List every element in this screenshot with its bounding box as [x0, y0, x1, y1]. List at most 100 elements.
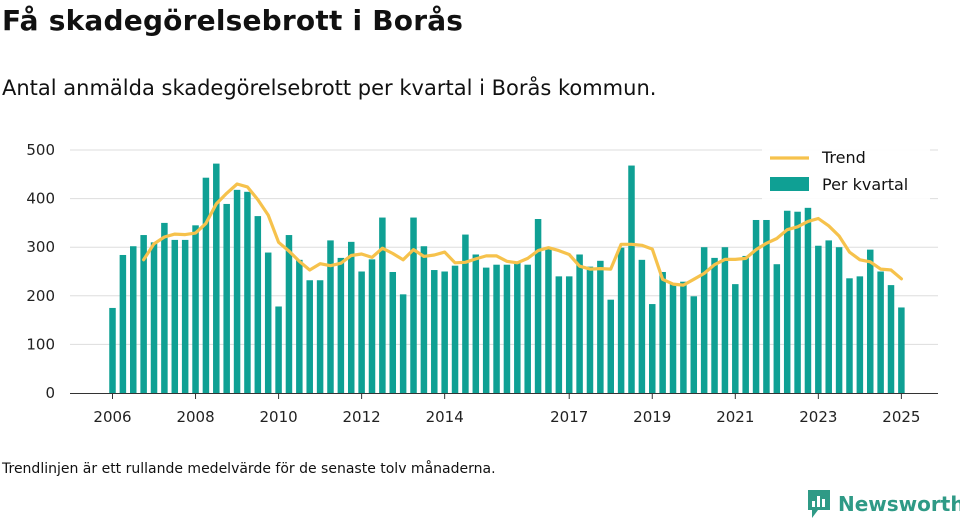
bar — [192, 225, 199, 393]
bar — [690, 296, 698, 393]
bar — [379, 217, 386, 393]
x-tick-label: 2006 — [93, 408, 131, 426]
bar — [503, 264, 511, 393]
bar — [472, 254, 480, 393]
bar — [181, 239, 189, 393]
bar — [244, 191, 251, 393]
bar — [555, 276, 563, 393]
bar — [316, 280, 324, 393]
x-tick-label: 2025 — [882, 408, 920, 426]
bar — [254, 216, 262, 393]
bar — [721, 247, 729, 393]
bar — [368, 259, 376, 393]
bar — [296, 259, 303, 393]
bar — [119, 254, 127, 393]
bar — [109, 307, 116, 393]
chart-subtitle: Antal anmälda skadegörelsebrott per kvar… — [2, 76, 657, 100]
bar — [534, 219, 542, 393]
x-tick-label: 2019 — [633, 408, 671, 426]
bar — [607, 299, 614, 393]
bar — [462, 234, 469, 393]
bar — [306, 280, 313, 393]
bar — [597, 260, 604, 393]
y-tick-label: 500 — [26, 141, 55, 159]
newsworthy-logo-icon — [808, 490, 830, 518]
x-tick-label: 2017 — [550, 408, 588, 426]
chart-title: Få skadegörelsebrott i Borås — [2, 4, 464, 37]
bar — [431, 270, 438, 393]
bar — [337, 257, 345, 393]
y-tick-label: 100 — [26, 335, 55, 353]
brand-logo: Newsworthy — [806, 488, 960, 520]
bar — [410, 217, 417, 393]
bar — [389, 271, 397, 393]
brand-name: Newsworthy — [838, 492, 960, 516]
bar — [617, 247, 625, 393]
bar — [846, 278, 853, 393]
y-tick-label: 400 — [26, 190, 55, 208]
bar — [638, 259, 646, 393]
trend-line — [142, 182, 903, 287]
x-tick-label: 2010 — [259, 408, 297, 426]
y-tick-label: 300 — [26, 238, 55, 256]
trend-series — [142, 182, 903, 287]
bar — [399, 294, 407, 393]
bar — [451, 265, 459, 393]
axes: 0 100 200 300 400 500 2006 2008 2010 2012 2014 2017… — [26, 141, 938, 426]
bar — [493, 264, 500, 393]
x-tick-label: 2008 — [176, 408, 214, 426]
bar — [233, 189, 241, 393]
bar — [161, 222, 168, 393]
bar — [804, 207, 812, 393]
bar — [649, 304, 656, 393]
bar — [130, 246, 137, 393]
bar — [815, 245, 822, 393]
bar — [680, 281, 687, 393]
bar — [825, 240, 832, 393]
bar — [711, 257, 718, 393]
x-tick-label: 2012 — [343, 408, 381, 426]
bar — [783, 210, 791, 393]
bar — [514, 261, 521, 393]
bar — [659, 271, 666, 393]
bar — [213, 163, 220, 393]
bar — [264, 252, 272, 393]
bar — [866, 249, 874, 393]
bar — [327, 240, 334, 393]
bar — [752, 219, 760, 393]
bar — [482, 267, 490, 393]
bar — [140, 235, 147, 393]
bar — [358, 271, 365, 393]
bar — [545, 247, 552, 393]
bar — [628, 165, 635, 393]
bar — [669, 284, 677, 393]
bar — [898, 307, 905, 393]
bar — [794, 211, 801, 393]
bar — [742, 255, 749, 393]
legend-label-per-kvartal: Per kvartal — [822, 175, 908, 194]
bar — [773, 264, 781, 393]
bar — [877, 271, 884, 393]
legend-label-trend: Trend — [821, 148, 866, 167]
bar — [835, 247, 843, 393]
bar — [285, 235, 293, 393]
bar — [420, 246, 428, 393]
legend-swatch-per-kvartal — [770, 177, 809, 191]
bar — [887, 285, 895, 393]
bar — [202, 177, 210, 393]
bar — [150, 242, 158, 393]
bar — [441, 271, 448, 393]
bar — [576, 254, 583, 393]
legend: Trend Per kvartal — [762, 148, 930, 201]
bar — [524, 264, 531, 393]
bar-chart: 0 100 200 300 400 500 2006 2008 2010 2012 2014 2017… — [26, 141, 938, 426]
bar — [275, 306, 282, 393]
bar — [347, 241, 355, 393]
footnote: Trendlinjen är ett rullande medelvärde f… — [2, 461, 496, 477]
bar — [565, 276, 573, 393]
bar — [732, 284, 739, 393]
bar — [763, 219, 770, 393]
x-tick-label: 2023 — [799, 408, 837, 426]
bar — [171, 239, 179, 393]
bar — [856, 276, 864, 393]
